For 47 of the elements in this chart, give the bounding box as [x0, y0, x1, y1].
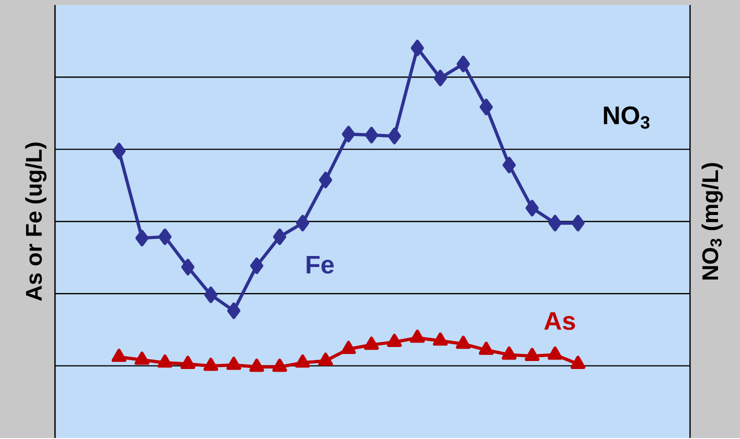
- point: [410, 40, 424, 56]
- y-axis-title: As or Fe (ug/L): [25, 142, 46, 302]
- text: NO$_{3}$: [604, 106, 650, 129]
- point: [180, 356, 196, 370]
- point: [548, 214, 562, 232]
- point: [158, 228, 172, 246]
- point: [434, 70, 447, 86]
- point: [456, 336, 471, 350]
- point: [158, 354, 172, 368]
- point: [432, 332, 448, 346]
- point: [526, 200, 539, 217]
- point: [548, 346, 562, 360]
- point: [204, 286, 218, 304]
- point: [112, 142, 126, 160]
- point: [272, 358, 288, 372]
- point: [318, 352, 333, 366]
- point: [388, 128, 402, 144]
- series-label: As: [544, 312, 575, 330]
- point: [570, 356, 586, 370]
- point: [502, 346, 517, 360]
- point: [249, 358, 264, 372]
- point: [342, 126, 356, 143]
- point: [273, 228, 286, 246]
- point: [296, 214, 310, 232]
- point: [181, 258, 194, 276]
- point: [250, 258, 264, 274]
- point: [318, 172, 332, 188]
- point: [387, 334, 402, 348]
- point: [112, 348, 126, 362]
- point: [502, 156, 516, 174]
- point: [364, 336, 379, 350]
- series-label: Fe: [306, 256, 334, 274]
- point: [226, 356, 242, 370]
- point: [295, 354, 310, 368]
- point: [134, 352, 150, 365]
- point: [524, 348, 540, 362]
- point: [478, 342, 494, 356]
- point: [456, 56, 470, 72]
- point: [364, 126, 378, 144]
- point: [135, 230, 149, 247]
- point: [341, 340, 356, 354]
- point: [227, 302, 240, 320]
- point: [571, 214, 585, 232]
- point: [203, 358, 218, 372]
- point: [480, 98, 493, 116]
- point: [410, 330, 425, 343]
- y2-axis-title: NO$_{3}$ (mg/L): [702, 163, 723, 280]
